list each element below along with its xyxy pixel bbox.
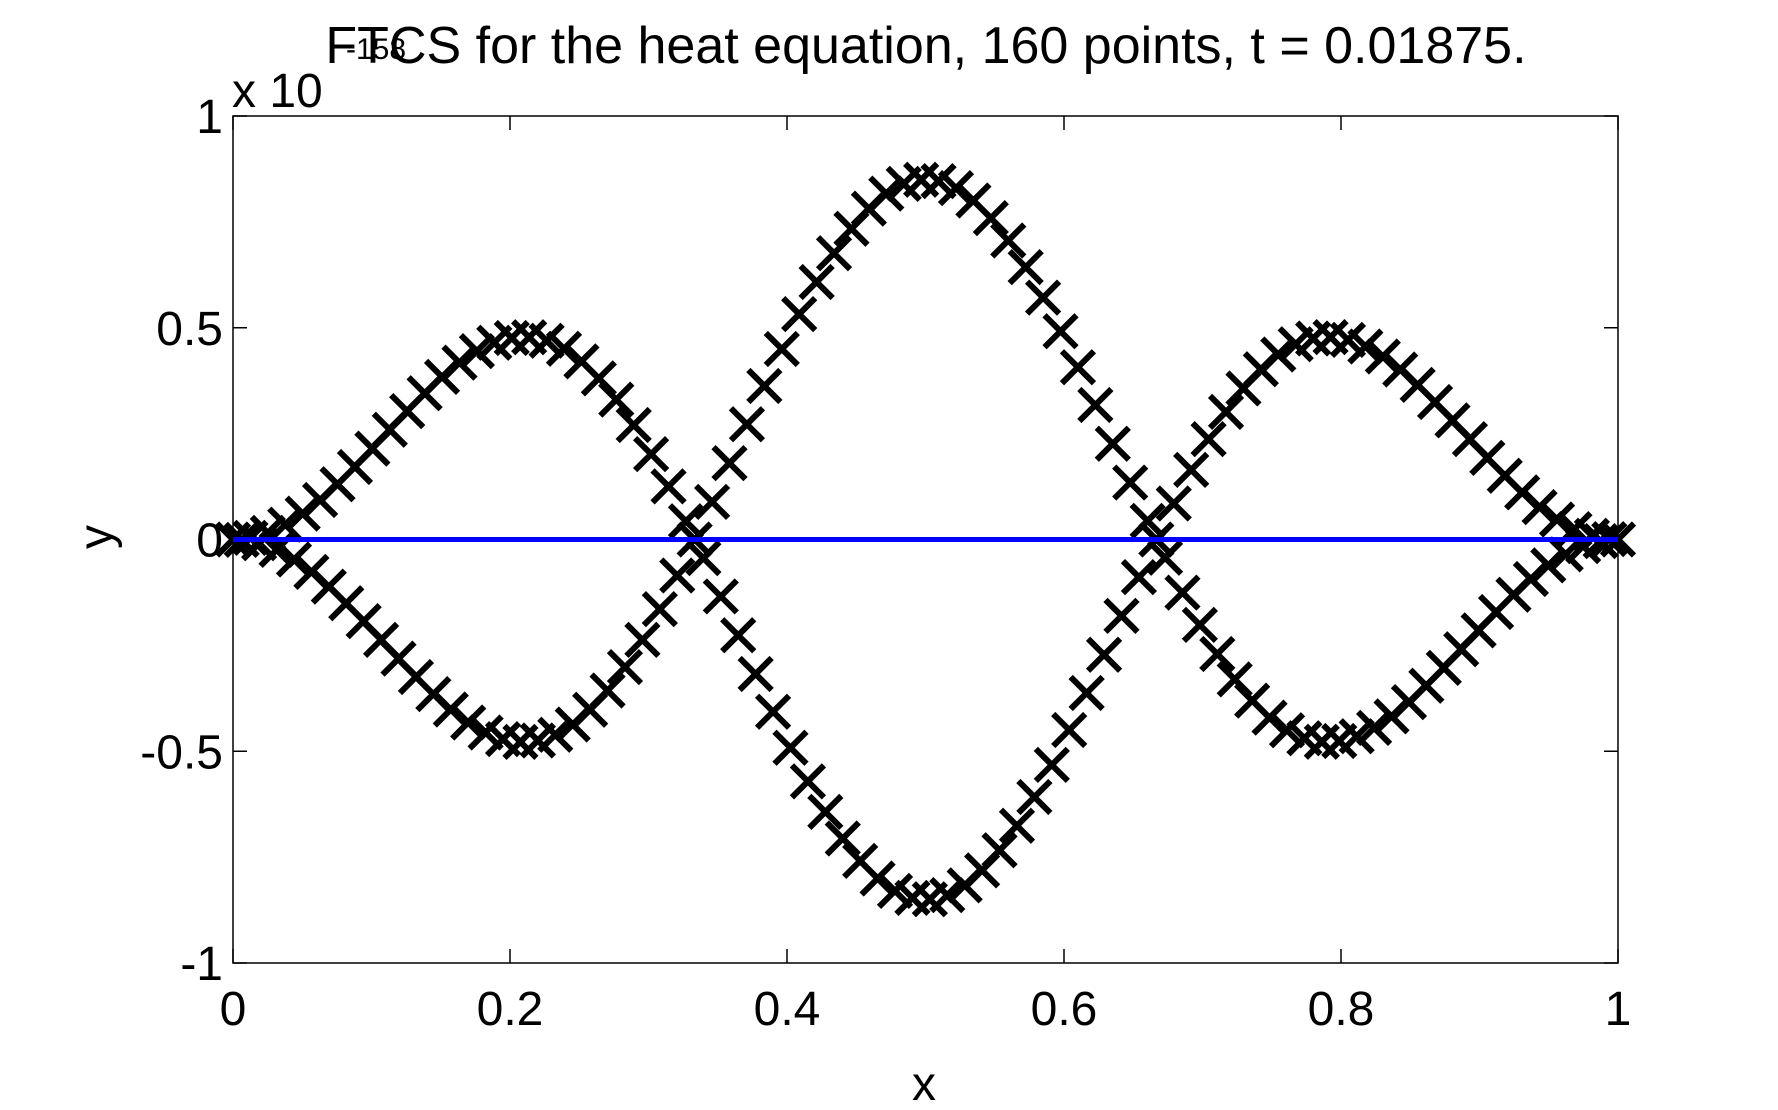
data-point [1033,746,1070,784]
data-point [275,541,313,578]
data-point [693,483,731,520]
data-point [1521,488,1558,526]
data-point [720,617,757,654]
data-point [615,406,652,444]
data-point [937,169,975,207]
data-point [798,263,835,301]
data-point [754,693,792,730]
data-point [728,406,766,443]
data-point [624,621,661,658]
x-tick-label: 1 [1605,983,1632,1036]
data-point [1146,539,1184,576]
data-point [667,503,705,540]
x-tick-label: 0.2 [477,983,544,1036]
data-point [1207,393,1245,430]
data-point [606,649,644,686]
x-tick-label: 0.4 [754,983,821,1036]
data-point [1016,778,1053,816]
data-point [659,557,696,594]
data-point [1338,718,1375,755]
y-exponent-power: -158 [346,33,406,66]
data-point [632,435,670,473]
data-point [1051,711,1088,749]
data-point [1094,425,1131,462]
x-tick-label: 0.8 [1308,983,1375,1036]
data-point [702,578,739,615]
data-point [1181,606,1219,644]
data-point [1251,699,1288,736]
data-point [998,807,1036,844]
y-tick-label: -1 [180,938,223,991]
data-point [685,540,722,577]
data-point [1364,338,1401,375]
data-point [711,445,748,482]
data-point [650,468,687,505]
data-point [859,860,896,897]
y-exponent-base: x 10 [232,65,323,118]
data-point [929,876,966,914]
data-point [1059,349,1097,386]
data-point [807,793,844,830]
data-point [990,222,1027,259]
data-point [537,716,574,753]
data-point [1129,502,1166,539]
data-point [1042,313,1079,350]
data-point [458,332,496,370]
markers-series [214,161,1637,918]
data-point [1077,386,1114,424]
data-point [1155,485,1192,522]
data-point [1103,597,1140,634]
chart-title: FTCS for the heat equation, 160 points, … [325,17,1526,75]
data-point [772,729,809,766]
data-point [598,381,635,418]
data-point [815,235,853,272]
data-point [1355,709,1393,747]
data-point [1068,674,1105,712]
data-point [781,295,818,333]
data-point [1260,336,1297,373]
data-point [450,704,487,741]
x-axis-label: x [912,1058,936,1110]
data-point [981,832,1018,869]
data-point [763,330,800,368]
data-point [824,820,861,857]
y-tick-label: 0.5 [156,303,223,356]
data-point [1112,464,1149,501]
data-point [1164,574,1201,611]
data-point [972,199,1009,237]
data-point [432,691,469,728]
data-point [545,330,583,367]
data-point [1024,279,1062,316]
data-point [1530,547,1567,584]
data-point [441,344,478,381]
data-point [1173,451,1210,488]
x-tick-label: 0.6 [1031,983,1098,1036]
data-point [1199,635,1236,673]
data-point [1190,421,1227,458]
data-point [1120,559,1158,596]
data-point [1085,636,1123,673]
data-point [589,672,626,709]
data-point [1347,328,1384,365]
y-tick-label: -0.5 [140,726,223,779]
data-point [746,367,783,405]
tick-labels: 0 0.2 0.4 0.6 0.8 1-1-0.500.51 [140,91,1631,1036]
y-tick-label: 1 [196,91,223,144]
plot-area: 0 0.2 0.4 0.6 0.8 1-1-0.500.51 [140,91,1637,1036]
y-axis-label: y [70,525,123,549]
data-point [737,655,774,693]
data-point [641,591,678,628]
x-tick-label: 0 [220,983,247,1036]
data-point [1007,249,1044,286]
data-point [868,175,905,212]
data-point [789,763,827,800]
data-point [267,506,304,543]
